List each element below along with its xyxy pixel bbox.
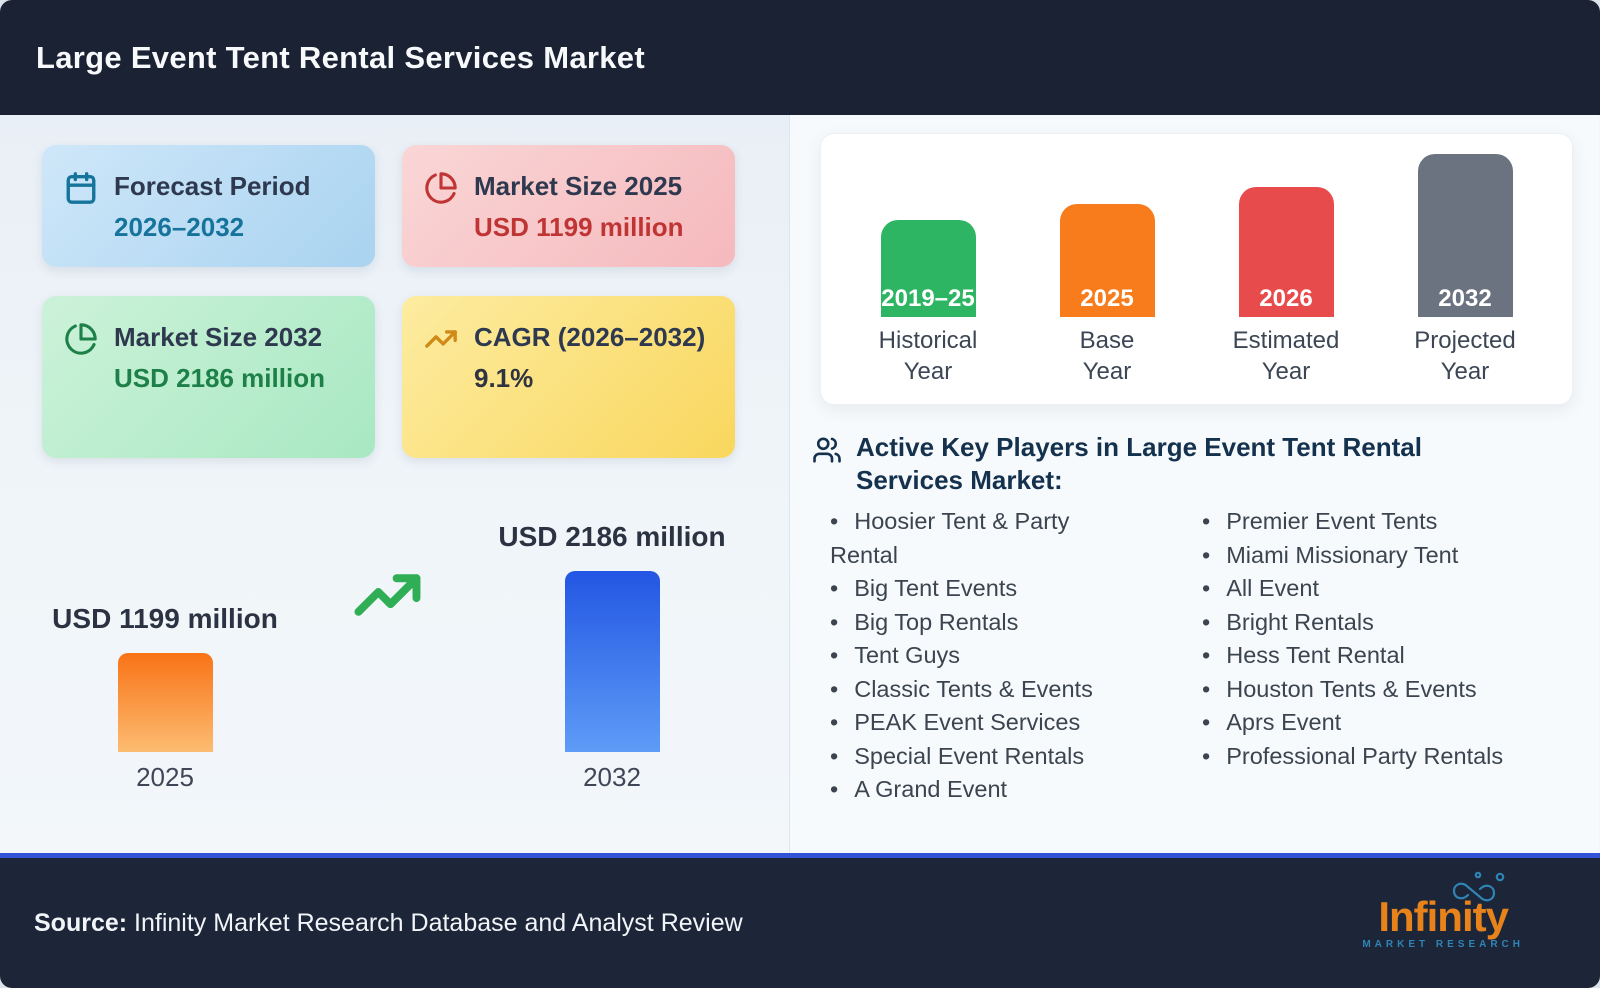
bar-axis-label: 2032 xyxy=(583,762,641,792)
key-player-item: Classic Tents & Events xyxy=(830,673,1142,707)
source-text: Source: Infinity Market Research Databas… xyxy=(34,909,743,938)
stat-card-label: Market Size 2032 xyxy=(114,322,323,352)
timeline-bar-year: 2032 xyxy=(1438,285,1492,312)
timeline-caption: Historical Year xyxy=(878,327,978,385)
timeline-bar-year: 2026 xyxy=(1259,285,1313,312)
timeline-bar: 2026 xyxy=(1238,187,1334,317)
key-player-item: A Grand Event xyxy=(830,773,1142,807)
source-label: Source: xyxy=(34,908,128,937)
infinity-logo: Infinity MARKET RESEARCH xyxy=(1362,871,1564,950)
stat-card-label: CAGR (2026–2032) xyxy=(474,322,706,352)
key-players-column-right: Premier Event TentsMiami Missionary Tent… xyxy=(1202,505,1532,807)
key-players-heading: Active Key Players in Large Event Tent R… xyxy=(812,431,1532,497)
logo-subtext: MARKET RESEARCH xyxy=(1362,938,1524,950)
page-title: Large Event Tent Rental Services Market xyxy=(36,39,645,75)
key-players-title: Active Key Players in Large Event Tent R… xyxy=(856,432,1422,495)
key-player-item: Big Tent Events xyxy=(830,572,1142,606)
stat-card-market-size-2032: Market Size 2032 USD 2186 million xyxy=(42,296,375,458)
timeline-bar-year: 2025 xyxy=(1080,285,1134,312)
footer-bar: Source: Infinity Market Research Databas… xyxy=(0,853,1600,988)
timeline-caption: Estimated Year xyxy=(1232,327,1340,385)
key-player-item: Professional Party Rentals xyxy=(1202,740,1532,774)
right-panel: 2019–25 Historical Year 2025 Base Year xyxy=(790,115,1599,853)
key-players-column-left: Hoosier Tent & Party RentalBig Tent Even… xyxy=(830,505,1142,807)
stat-card-value: USD 1199 million xyxy=(474,212,684,242)
stat-card-label: Forecast Period xyxy=(114,171,311,201)
key-player-item: Bright Rentals xyxy=(1202,606,1532,640)
study-timeline-card: 2019–25 Historical Year 2025 Base Year xyxy=(820,133,1573,405)
bar-value-label: USD 1199 million xyxy=(52,603,278,634)
stat-card-cagr: CAGR (2026–2032) 9.1% xyxy=(402,296,735,458)
timeline-base: 2025 Base Year xyxy=(1042,204,1172,385)
stat-card-value: 2026–2032 xyxy=(114,212,245,242)
stat-card-label: Market Size 2025 xyxy=(474,171,683,201)
key-player-item: Premier Event Tents xyxy=(1202,505,1532,539)
key-player-item: Hoosier Tent & Party Rental xyxy=(830,505,1142,572)
key-player-item: Tent Guys xyxy=(830,639,1142,673)
timeline-estimated: 2026 Estimated Year xyxy=(1221,187,1351,385)
calendar-icon xyxy=(66,172,96,204)
users-icon xyxy=(813,437,841,463)
growth-bar-2025: USD 1199 million 2025 xyxy=(35,603,295,793)
key-player-item: Hess Tent Rental xyxy=(1202,639,1532,673)
pie-chart-icon xyxy=(425,172,457,204)
key-player-item: Aprs Event xyxy=(1202,706,1532,740)
bar-value-label: USD 2186 million xyxy=(498,521,726,552)
key-player-item: All Event xyxy=(1202,572,1532,606)
key-player-item: Big Top Rentals xyxy=(830,606,1142,640)
trending-up-icon xyxy=(425,330,457,348)
timeline-caption: Projected Year xyxy=(1414,327,1516,385)
stat-card-value: USD 2186 million xyxy=(114,363,325,393)
key-player-item: PEAK Event Services xyxy=(830,706,1142,740)
header-bar: Large Event Tent Rental Services Market xyxy=(0,0,1600,115)
bar-2032 xyxy=(564,571,660,752)
key-player-item: Houston Tents & Events xyxy=(1202,673,1532,707)
key-players-lists: Hoosier Tent & Party RentalBig Tent Even… xyxy=(830,505,1532,807)
bar-2025 xyxy=(117,653,213,752)
bar-axis-label: 2025 xyxy=(136,762,194,792)
key-player-item: Miami Missionary Tent xyxy=(1202,539,1532,573)
logo-wordmark: Infinity xyxy=(1378,892,1509,940)
timeline-bar: 2019–25 xyxy=(880,220,976,317)
timeline-historical: 2019–25 Historical Year xyxy=(863,220,993,385)
stat-card-forecast-period: Forecast Period 2026–2032 xyxy=(42,145,375,267)
source-value: Infinity Market Research Database and An… xyxy=(127,908,743,937)
left-panel: Forecast Period 2026–2032 Market Size 20… xyxy=(0,115,790,853)
timeline-projected: 2032 Projected Year xyxy=(1400,154,1530,385)
timeline-caption: Base Year xyxy=(1079,327,1135,385)
stat-card-value: 9.1% xyxy=(474,363,534,393)
stat-card-market-size-2025: Market Size 2025 USD 1199 million xyxy=(402,145,735,267)
timeline-bar: 2032 xyxy=(1417,154,1513,317)
pie-chart-icon xyxy=(65,323,97,355)
growth-bar-2032: USD 2186 million 2032 xyxy=(482,521,742,793)
stat-cards: Forecast Period 2026–2032 Market Size 20… xyxy=(42,145,735,458)
timeline-bar-year: 2019–25 xyxy=(881,285,975,312)
growth-trend-arrow-icon xyxy=(354,574,421,616)
infinity-swirl-icon xyxy=(1452,871,1505,901)
key-player-item: Special Event Rentals xyxy=(830,740,1142,774)
timeline-bar: 2025 xyxy=(1059,204,1155,317)
